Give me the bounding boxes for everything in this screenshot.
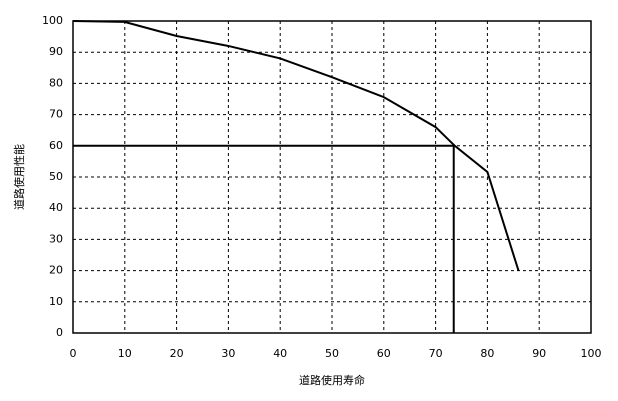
x-tick-label: 90 (532, 347, 546, 360)
y-tick-label: 70 (49, 108, 63, 121)
x-tick-label: 100 (581, 347, 602, 360)
y-tick-label: 40 (49, 201, 63, 214)
x-tick-label: 60 (377, 347, 391, 360)
x-tick-label: 20 (170, 347, 184, 360)
plot-frame (72, 20, 592, 334)
y-axis-label: 道路使用性能 (12, 144, 26, 210)
x-tick-label: 80 (480, 347, 494, 360)
x-tick-label: 30 (221, 347, 235, 360)
y-tick-label: 80 (49, 76, 63, 89)
y-tick-label: 100 (42, 14, 63, 27)
y-tick-label: 50 (49, 170, 63, 183)
x-tick-label: 50 (325, 347, 339, 360)
x-axis-label: 道路使用寿命 (299, 373, 365, 387)
y-tick-label: 0 (56, 326, 63, 339)
data-line (72, 20, 520, 271)
y-tick-label: 10 (49, 295, 63, 308)
y-tick-label: 90 (49, 45, 63, 58)
y-tick-label: 30 (49, 232, 63, 245)
x-tick-label: 0 (70, 347, 77, 360)
x-tick-label: 70 (429, 347, 443, 360)
x-tick-label: 40 (273, 347, 287, 360)
y-tick-label: 60 (49, 139, 63, 152)
y-tick-label: 20 (49, 264, 63, 277)
x-tick-label: 10 (118, 347, 132, 360)
